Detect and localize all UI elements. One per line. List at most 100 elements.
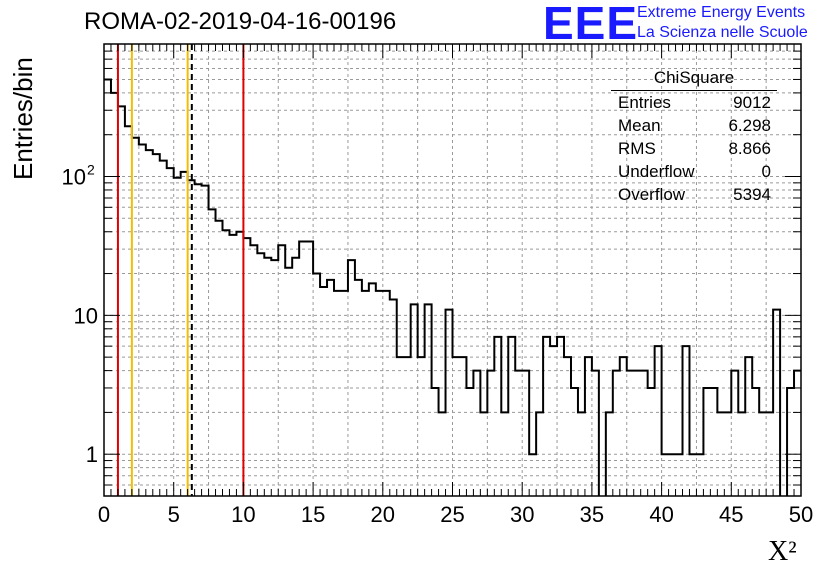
histogram-bin xyxy=(418,357,425,496)
histogram-bin xyxy=(257,253,264,496)
histogram-bin xyxy=(564,357,571,496)
stats-row-rms: RMS 8.866 xyxy=(611,139,777,162)
histogram-bin xyxy=(634,371,641,496)
histogram-bin xyxy=(613,371,620,496)
histogram-bin xyxy=(487,371,494,496)
histogram-bin xyxy=(606,412,613,496)
histogram-bin xyxy=(229,235,236,496)
histogram-layer xyxy=(104,78,801,496)
histogram-bin xyxy=(655,346,662,496)
stats-label: Overflow xyxy=(618,185,686,204)
histogram-bin xyxy=(794,371,801,496)
histogram-bin xyxy=(369,283,376,496)
histogram-bin xyxy=(397,357,404,496)
histogram-bin xyxy=(167,168,174,496)
histogram-bin xyxy=(250,245,257,496)
histogram-bin xyxy=(209,209,216,496)
histogram-bin xyxy=(571,388,578,496)
histogram-bin xyxy=(139,144,146,496)
histogram-bin xyxy=(648,388,655,496)
histogram-bin xyxy=(446,310,453,496)
histogram-bin xyxy=(292,258,299,496)
histogram-bin xyxy=(425,304,432,496)
histogram-bin xyxy=(181,172,188,496)
histogram-bin xyxy=(592,371,599,496)
histogram-bin xyxy=(669,454,676,496)
histogram-bin xyxy=(299,242,306,496)
marker-lines-layer xyxy=(116,44,245,496)
histogram-bin xyxy=(717,412,724,496)
histogram-bin xyxy=(627,371,634,496)
x-tick-label: 45 xyxy=(719,502,743,527)
histogram-bin xyxy=(174,178,181,496)
x-tick-label: 5 xyxy=(168,502,180,527)
histogram-bin xyxy=(662,454,669,496)
stats-row-entries: Entries 9012 xyxy=(611,93,777,116)
y-tick-label: 1 xyxy=(86,442,98,467)
histogram-bin xyxy=(641,371,648,496)
histogram-bin xyxy=(696,454,703,496)
histogram-bin xyxy=(376,291,383,496)
grid-layer xyxy=(104,44,801,496)
y-tick-label: 10 xyxy=(62,164,86,189)
x-tick-label: 35 xyxy=(580,502,604,527)
histogram-bin xyxy=(752,388,759,496)
histogram-bin xyxy=(348,260,355,496)
histogram-bin xyxy=(355,280,362,496)
stats-box-title: ChiSquare xyxy=(611,66,777,91)
stats-value: 9012 xyxy=(733,93,771,112)
histogram-bin xyxy=(557,337,564,496)
x-tick-label: 50 xyxy=(789,502,813,527)
histogram-bin xyxy=(745,357,752,496)
histogram-bin xyxy=(536,412,543,496)
histogram-bin xyxy=(111,93,118,496)
histogram-bin xyxy=(118,106,125,496)
histogram-bin xyxy=(550,346,557,496)
histogram-bin xyxy=(195,184,202,496)
histogram-bin xyxy=(585,357,592,496)
x-tick-label: 10 xyxy=(231,502,255,527)
stats-label: Mean xyxy=(618,116,661,135)
histogram-bin xyxy=(710,388,717,496)
x-tick-label: 15 xyxy=(301,502,325,527)
histogram-bin xyxy=(724,412,731,496)
stats-box: ChiSquare Entries 9012 Mean 6.298 RMS 8.866 Un… xyxy=(611,66,777,208)
histogram-bin xyxy=(473,371,480,496)
stats-label: Entries xyxy=(618,93,671,112)
histogram-bin xyxy=(480,412,487,496)
histogram-bin xyxy=(578,412,585,496)
x-tick-label: 25 xyxy=(440,502,464,527)
stats-value: 8.866 xyxy=(728,139,771,158)
y-tick-label: 10 xyxy=(74,303,98,328)
histogram-bin xyxy=(243,238,250,496)
histogram-bin xyxy=(439,412,446,496)
histogram-bin xyxy=(222,230,229,496)
histogram-bin xyxy=(543,337,550,496)
histogram-bin xyxy=(278,245,285,496)
histogram-bin xyxy=(515,371,522,496)
x-axis-label: X² xyxy=(768,536,797,567)
histogram-bin xyxy=(731,371,738,496)
histogram-outline xyxy=(104,78,801,496)
histogram-bin xyxy=(759,412,766,496)
histogram-bin xyxy=(153,154,160,496)
histogram-bin xyxy=(529,454,536,496)
logo-subtitle-line1: Extreme Energy Events xyxy=(637,4,806,21)
stats-row-underflow: Underflow 0 xyxy=(611,162,777,185)
x-tick-label: 0 xyxy=(98,502,110,527)
histogram-bin xyxy=(125,126,132,496)
histogram-bin xyxy=(306,242,313,496)
histogram-bin xyxy=(341,291,348,496)
histogram-bin xyxy=(202,186,209,496)
histogram-bin xyxy=(522,371,529,496)
stats-label: Underflow xyxy=(618,162,695,181)
histogram-bin xyxy=(703,388,710,496)
histogram-bin xyxy=(773,310,780,496)
stats-value: 5394 xyxy=(733,185,771,204)
histogram-bin xyxy=(676,454,683,496)
x-tick-label: 30 xyxy=(510,502,534,527)
eee-logo: EEE xyxy=(543,0,639,49)
histogram-bin xyxy=(501,412,508,496)
